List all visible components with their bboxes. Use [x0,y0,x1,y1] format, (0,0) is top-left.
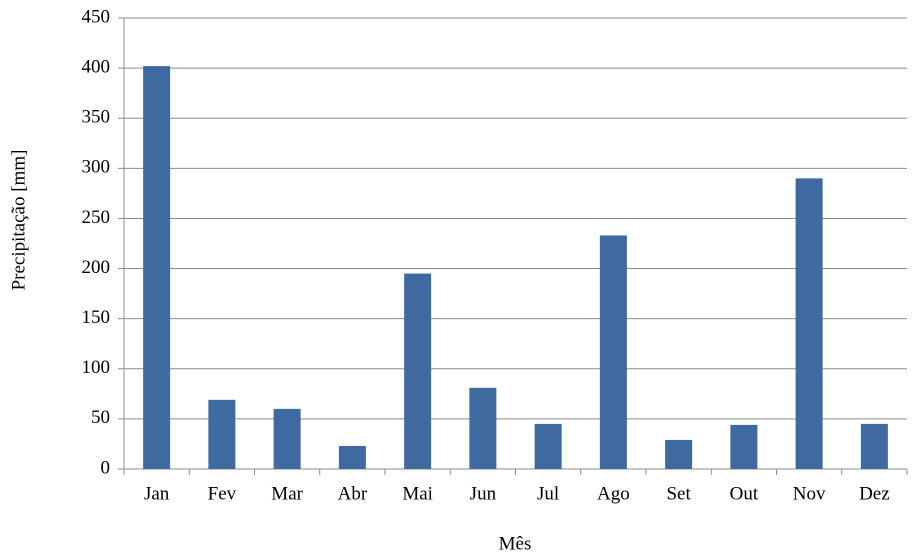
bar [599,235,627,469]
y-tick-label: 350 [82,107,111,128]
x-tick-label: Fev [208,483,237,504]
y-tick-label: 50 [91,407,110,428]
y-tick-label: 150 [82,307,111,328]
x-tick-label: Jun [470,483,497,504]
bar [273,408,301,469]
x-tick-label: Mar [271,483,303,504]
x-tick-label: Mai [402,483,433,504]
bar [860,423,888,469]
x-tick-label: Abr [338,483,368,504]
bar [534,423,562,469]
x-tick-label: Set [666,483,691,504]
x-tick-label: Jan [144,483,170,504]
x-axis-label: Mês [499,533,532,554]
bar [208,399,236,469]
y-tick-label: 250 [82,207,111,228]
y-tick-label: 200 [82,257,111,278]
y-tick-label: 0 [101,457,111,478]
bar [338,445,366,469]
y-tick-label: 400 [82,56,111,77]
y-tick-label: 100 [82,357,111,378]
y-axis-label: Precipitação [mm] [8,150,29,291]
y-tick-label: 300 [82,157,111,178]
x-tick-label: Dez [859,483,890,504]
bar [469,387,497,469]
bar [143,66,171,470]
bar [404,273,432,469]
bar [730,424,758,469]
x-tick-label: Out [730,483,759,504]
x-tick-label: Nov [793,483,826,504]
bar [795,178,823,469]
y-tick-label: 450 [82,6,111,27]
x-tick-label: Jul [537,483,559,504]
x-tick-label: Ago [597,483,630,504]
bar [665,439,693,469]
